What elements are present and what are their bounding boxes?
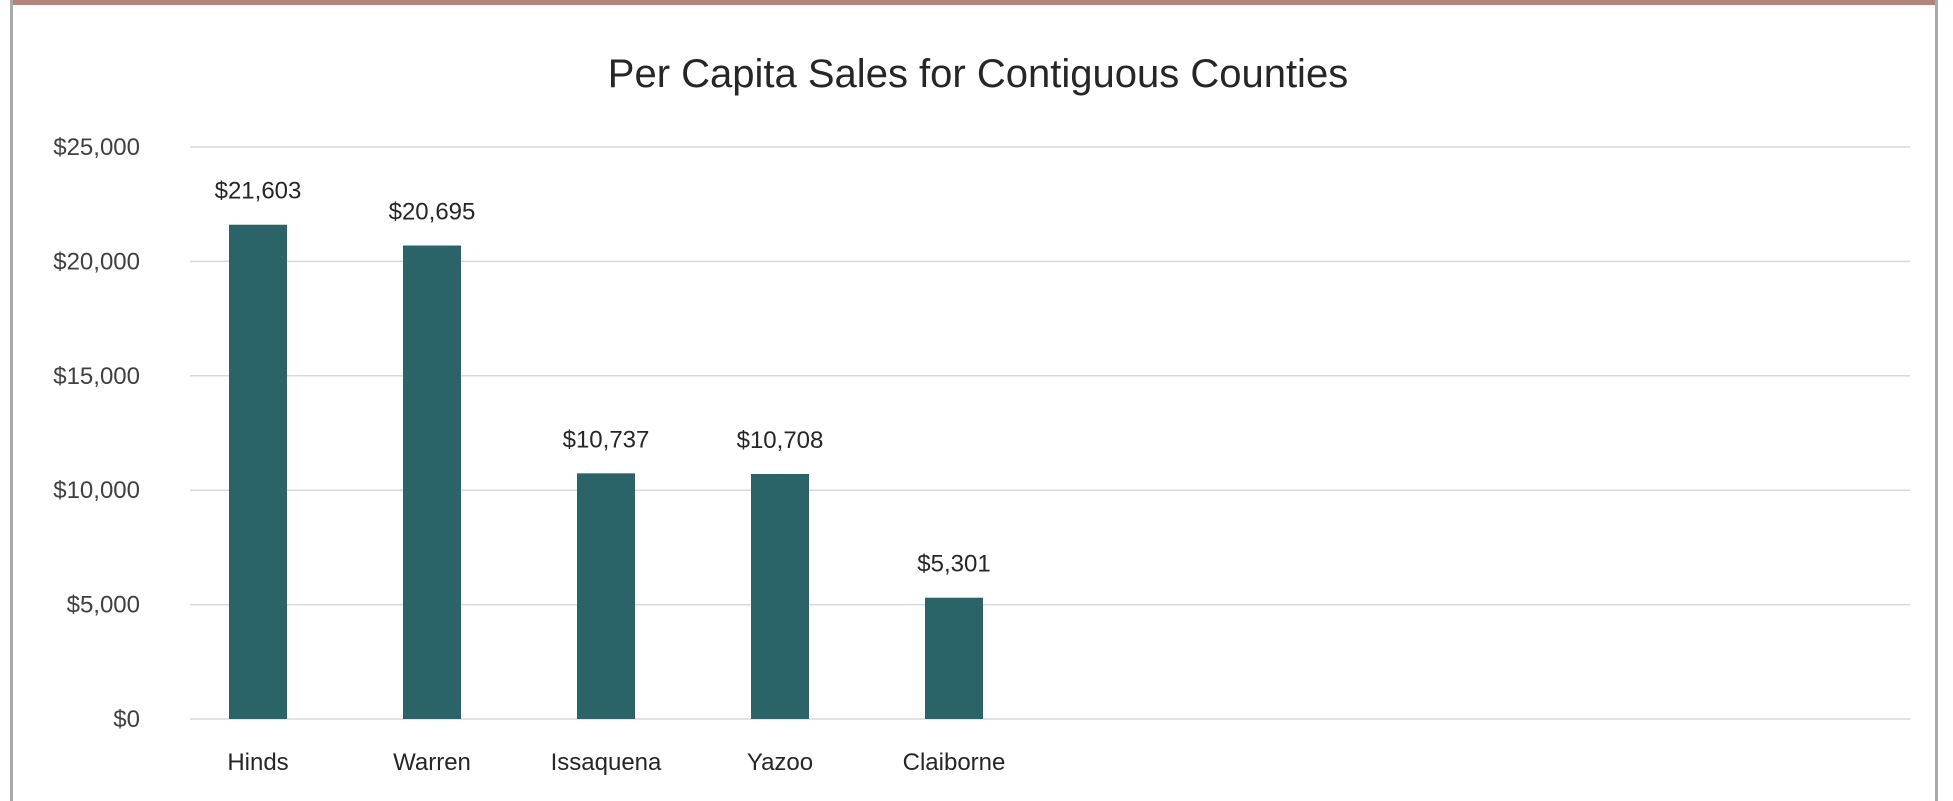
data-label-hinds: $21,603 bbox=[215, 178, 302, 205]
data-label-yazoo: $10,708 bbox=[737, 427, 824, 454]
category-label-hinds: Hinds bbox=[227, 749, 288, 776]
category-label-issaquena: Issaquena bbox=[551, 749, 662, 776]
bar-claiborne bbox=[925, 597, 983, 719]
bar-hinds bbox=[229, 224, 287, 719]
right-border bbox=[1935, 0, 1953, 801]
top-border bbox=[0, 0, 1953, 5]
bar-warren bbox=[403, 245, 461, 719]
y-tick-label: $10,000 bbox=[53, 477, 140, 504]
bar-issaquena bbox=[577, 473, 635, 719]
y-tick-label: $5,000 bbox=[67, 592, 140, 619]
y-tick-label: $25,000 bbox=[53, 134, 140, 161]
data-label-warren: $20,695 bbox=[389, 198, 476, 225]
category-labels: Hinds Warren Issaquena Yazoo Claiborne bbox=[227, 749, 1005, 776]
y-axis-tick-labels: $0 $5,000 $10,000 $15,000 $20,000 $25,000 bbox=[53, 134, 140, 733]
category-label-claiborne: Claiborne bbox=[903, 749, 1006, 776]
category-label-yazoo: Yazoo bbox=[747, 749, 813, 776]
bars bbox=[229, 224, 983, 719]
gridlines bbox=[190, 146, 1910, 720]
left-border bbox=[0, 0, 13, 801]
data-label-claiborne: $5,301 bbox=[917, 551, 990, 578]
y-tick-label: $0 bbox=[113, 706, 140, 733]
y-tick-label: $15,000 bbox=[53, 363, 140, 390]
data-label-issaquena: $10,737 bbox=[563, 426, 650, 453]
chart-title: Per Capita Sales for Contiguous Counties bbox=[608, 52, 1348, 96]
bar-yazoo bbox=[751, 474, 809, 719]
category-label-warren: Warren bbox=[393, 749, 471, 776]
y-tick-label: $20,000 bbox=[53, 248, 140, 275]
data-labels: $21,603 $20,695 $10,737 $10,708 $5,301 bbox=[215, 178, 991, 578]
